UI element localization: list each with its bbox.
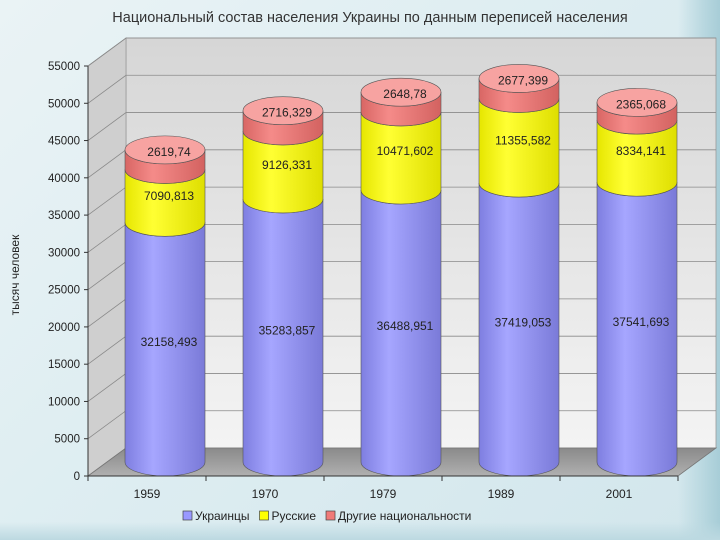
data-label: 2619,74 (147, 145, 191, 159)
gridline (87, 37, 716, 67)
bar-top (242, 96, 324, 125)
y-tick-label: 20000 (48, 322, 80, 334)
bar-top (360, 77, 442, 107)
legend-swatch (259, 510, 269, 521)
data-label: 2648,78 (383, 87, 427, 101)
legend-swatch (325, 510, 336, 521)
y-tick-label: 35000 (48, 210, 80, 222)
decorative-bottom-strip (0, 522, 720, 540)
y-tick-label: 55000 (48, 61, 80, 73)
data-label: 2677,399 (498, 73, 548, 87)
x-tick-label: 1989 (488, 487, 515, 501)
y-tick-label: 25000 (48, 285, 80, 297)
x-tick-label: 1959 (134, 487, 161, 501)
y-axis-label: тысяч человек (8, 234, 22, 315)
legend-label: Русские (272, 509, 317, 523)
data-label: 2716,329 (262, 106, 312, 120)
bars: 32158,493 7090,813 2619,74 35283,857 9126,33… (124, 64, 678, 477)
y-tick-label: 5000 (54, 434, 80, 446)
data-label: 11355,582 (495, 134, 551, 148)
y-tick-label: 10000 (48, 396, 80, 408)
data-label: 8334,141 (616, 144, 666, 158)
side-wall (87, 37, 127, 477)
bar-top (596, 88, 678, 117)
x-axis: 1959 1970 1979 1989 2001 (87, 475, 679, 501)
bar-top (124, 135, 206, 165)
data-label: 32158,493 (141, 335, 198, 349)
x-tick-label: 2001 (606, 487, 633, 501)
data-label: 2365,068 (616, 97, 666, 111)
bar-top (478, 64, 560, 93)
y-tick-label: 15000 (48, 359, 80, 371)
data-label: 37541,693 (613, 315, 670, 329)
y-tick-label: 50000 (48, 98, 80, 110)
data-label: 36488,951 (377, 319, 434, 333)
data-label: 35283,857 (259, 323, 316, 337)
x-tick-label: 1970 (252, 487, 279, 501)
data-label: 10471,602 (377, 144, 434, 158)
legend-label: Украинцы (195, 509, 250, 523)
data-label: 9126,331 (262, 158, 312, 172)
legend-swatch (182, 510, 193, 521)
y-tick-label: 45000 (48, 136, 80, 148)
x-tick-label: 1979 (370, 487, 397, 501)
y-axis: 0 5000 10000 15000 20000 25000 30000 35000 40000… (48, 61, 89, 483)
data-label: 7090,813 (144, 189, 194, 203)
y-tick-label: 40000 (48, 173, 80, 185)
y-tick-label: 30000 (48, 247, 80, 259)
y-tick-label: 0 (74, 471, 80, 483)
legend: Украинцы Русские Другие национальности (182, 509, 471, 523)
data-label: 37419,053 (495, 316, 552, 330)
chart-title: Национальный состав населения Украины по… (112, 10, 627, 26)
legend-label: Другие национальности (338, 509, 471, 523)
